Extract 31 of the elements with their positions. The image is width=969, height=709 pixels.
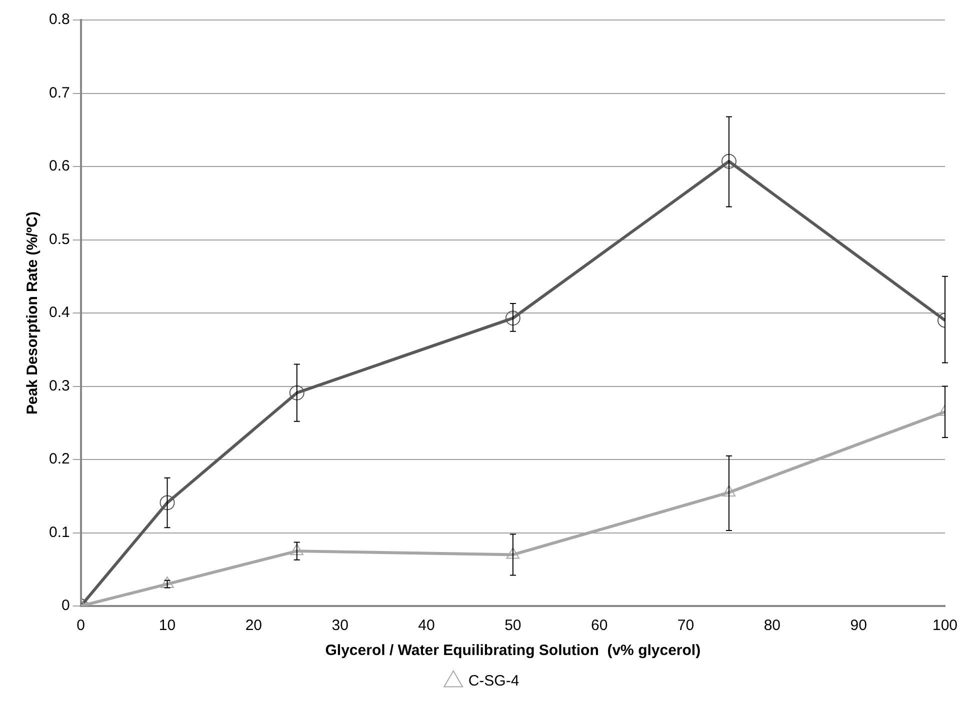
x-tick-label: 100 <box>932 617 958 634</box>
point <box>721 154 736 169</box>
x-tick-label: 0 <box>76 617 86 634</box>
point <box>290 544 304 556</box>
x-tick-label: 90 <box>850 617 867 634</box>
y-tick-label: 0.4 <box>48 304 70 322</box>
x-tick-label: 40 <box>418 617 435 634</box>
point <box>506 547 520 559</box>
x-tick-label: 80 <box>764 617 781 634</box>
point <box>289 385 304 400</box>
x-tick-label: 30 <box>332 617 348 634</box>
point <box>160 495 175 510</box>
y-tick-label: 0.5 <box>48 230 70 248</box>
y-tick-label: 0.6 <box>48 158 70 175</box>
point <box>722 484 736 496</box>
x-tick-label: 60 <box>590 617 608 634</box>
y-axis-title: Peak Desorption Rate (%/ºC) <box>24 211 42 415</box>
y-tick-label: 0.1 <box>48 524 70 541</box>
y-tick-label: 0.8 <box>48 11 70 28</box>
y-tick-label: 0 <box>62 597 70 614</box>
x-tick-label: 20 <box>245 617 262 634</box>
x-tick-label: 70 <box>677 617 694 634</box>
y-tick-label: 0.2 <box>48 450 70 468</box>
legend-label: C-SG-4 <box>468 672 520 690</box>
point <box>160 576 174 588</box>
point <box>505 310 520 326</box>
x-tick-label: 50 <box>504 617 522 634</box>
x-tick-label: 10 <box>158 617 176 634</box>
y-tick-label: 0.7 <box>48 84 70 102</box>
x-axis-title: Glycerol / Water Equilibrating Solution (v% glycerol) <box>325 642 701 660</box>
y-tick-label: 0.3 <box>48 377 70 394</box>
